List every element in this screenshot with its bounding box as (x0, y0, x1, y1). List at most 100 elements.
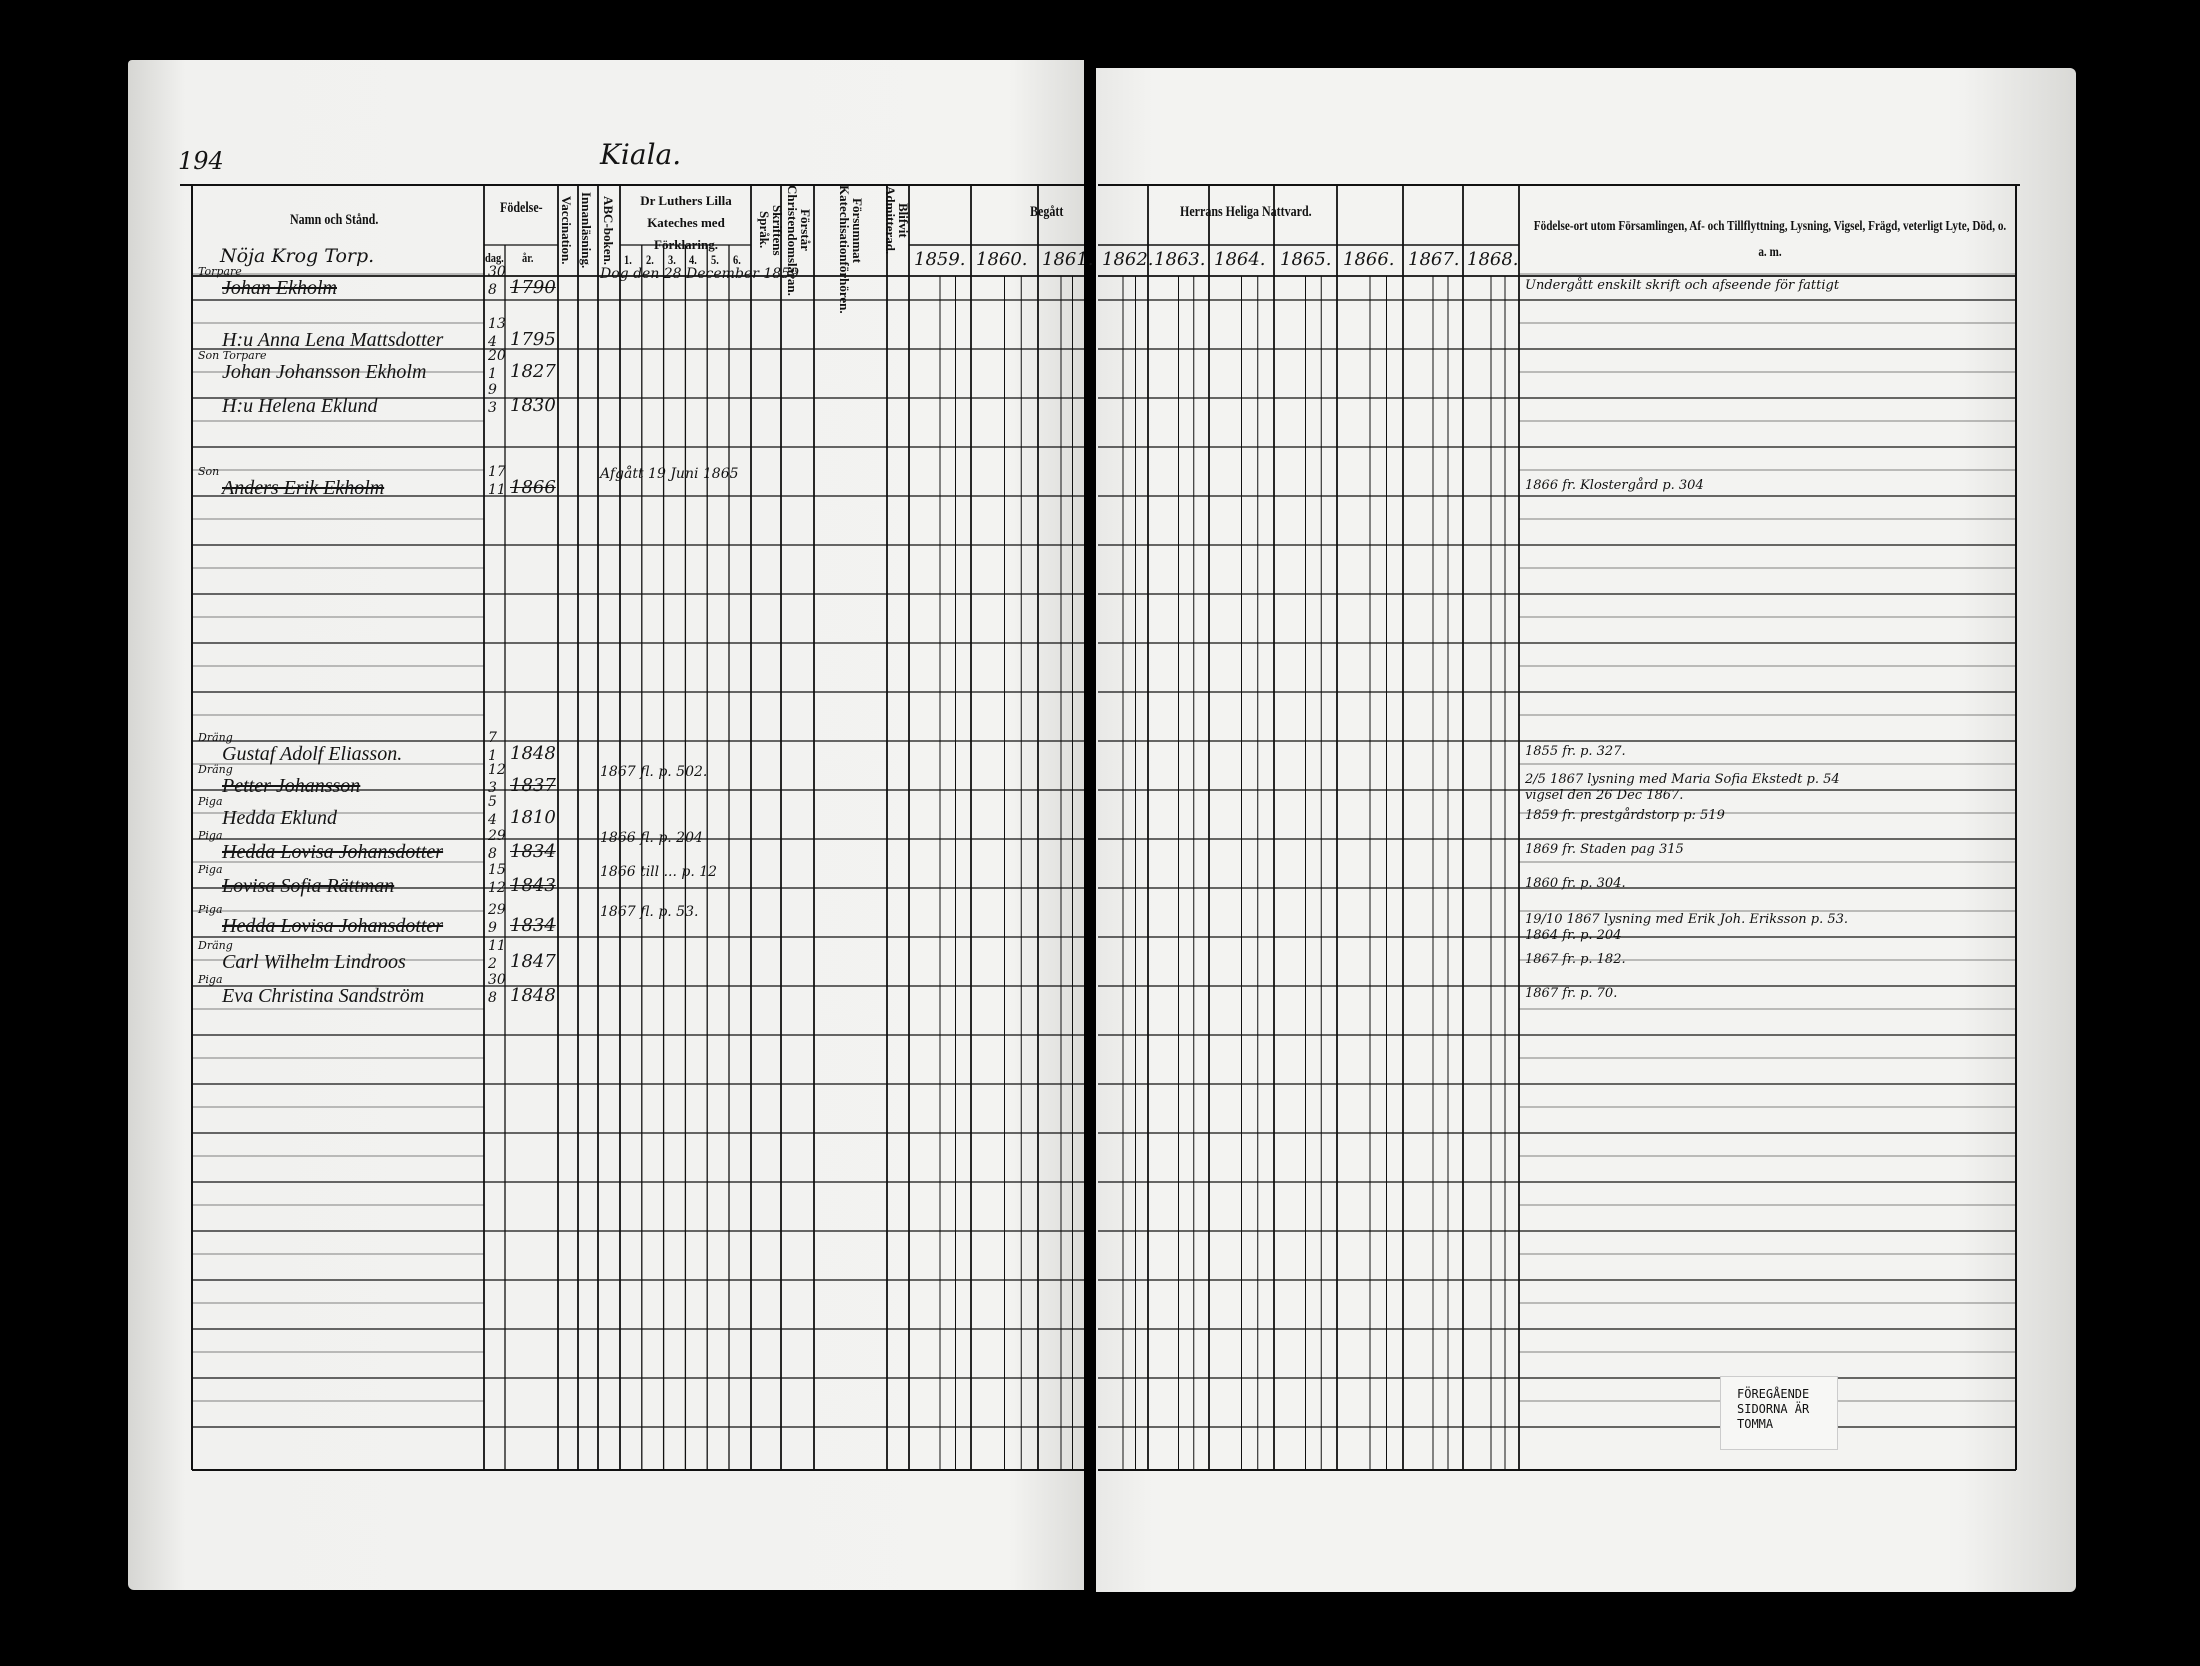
entry-name: Johan Ekholm (222, 277, 337, 299)
birth-month: 4 (488, 812, 497, 828)
header-innanlasning: Innanläsning. (579, 191, 594, 269)
birth-year: 1843 (510, 875, 556, 896)
birth-year: 1866 (510, 477, 556, 498)
remark-text: vigsel den 26 Dec 1867. (1525, 788, 1684, 803)
header-forsummat: Försummat Katechisationförhören. (837, 185, 865, 314)
entry-name: Carl Wilhelm Lindroos (222, 951, 406, 973)
entry-title: Son (198, 465, 220, 478)
birth-day: 17 (488, 464, 506, 480)
catechism-note: 1867 fl. p. 502. (600, 764, 708, 780)
birth-day: 7 (488, 730, 497, 746)
catechism-part-3: 3. (667, 252, 676, 267)
remark-text: 1866 fr. Klostergård p. 304 (1525, 478, 1704, 493)
birth-year: 1795 (510, 329, 556, 350)
entry-title: Piga (198, 829, 223, 842)
entry-name: Lovisa Sofia Rättman (222, 875, 395, 897)
birth-year: 1848 (510, 743, 556, 764)
entry-name: Hedda Lovisa Johansdotter (222, 841, 444, 863)
entry-title: Son Torpare (198, 349, 267, 362)
birth-month: 3 (488, 780, 497, 796)
birth-month: 8 (488, 282, 497, 298)
entry-name: H:u Anna Lena Mattsdotter (222, 329, 444, 351)
remark-text: 1855 fr. p. 327. (1525, 744, 1626, 759)
remark-text: 19/10 1867 lysning med Erik Joh. Eriksso… (1525, 912, 1849, 927)
birth-year: 1848 (510, 985, 556, 1006)
year-header: 1861. (1042, 249, 1094, 270)
header-vaccination: Vaccination. (559, 195, 574, 265)
birth-year: 1830 (510, 395, 556, 416)
header-skrift: Skriftens Språk. (757, 204, 785, 256)
birth-month: 2 (488, 956, 497, 972)
entry-title: Piga (198, 795, 223, 808)
catechism-part-4: 4. (689, 252, 698, 267)
birth-day: 11 (488, 938, 506, 954)
header-nattvard: Herrans Heliga Nattvard. (1180, 204, 1312, 220)
birth-month: 9 (488, 920, 497, 936)
entry-title: Dräng (198, 939, 233, 952)
header-catechism: Dr Luthers Lilla Kateches med Förklaring… (640, 193, 732, 252)
birth-day: 12 (488, 762, 506, 778)
birth-month: 1 (488, 366, 497, 382)
birth-day: 30 (488, 972, 506, 988)
year-header: 1860. (976, 249, 1028, 270)
birth-day: 29 (488, 828, 506, 844)
catechism-note: Dog den 28 December 1859 (600, 266, 799, 282)
remark-text: 1859 fr. prestgårdstorp p: 519 (1525, 808, 1725, 823)
entry-title: Piga (198, 903, 223, 916)
birth-year: 1847 (510, 951, 556, 972)
entry-title: Dräng (198, 731, 233, 744)
birth-year: 1790 (510, 277, 556, 298)
year-header: 1863. (1154, 249, 1206, 270)
header-forstar: Förstår Christendomsläran. (785, 185, 813, 296)
birth-month: 1 (488, 748, 497, 764)
remark-text: 1860 fr. p. 304. (1525, 876, 1626, 891)
birth-month: 8 (488, 990, 497, 1006)
birth-year: 1834 (510, 915, 556, 936)
birth-year: 1834 (510, 841, 556, 862)
entry-name: Petter Johansson (222, 775, 361, 797)
year-header: 1868. (1467, 249, 1519, 270)
book-gutter (1084, 40, 1096, 1600)
entry-name: Johan Johansson Ekholm (222, 361, 427, 383)
birth-day: 9 (488, 382, 497, 398)
catechism-note: 1867 fl. p. 53. (600, 904, 699, 920)
entry-name: Gustaf Adolf Eliasson. (222, 743, 403, 765)
remark-text: 1867 fr. p. 70. (1525, 986, 1618, 1001)
birth-month: 3 (488, 400, 497, 416)
catechism-part-1: 1. (624, 252, 632, 267)
catechism-part-2: 2. (645, 252, 654, 267)
remark-text: 1864 fr. p. 204 (1525, 928, 1622, 943)
catechism-note: 1866 fl. p. 204 (600, 830, 703, 846)
birth-day: 29 (488, 902, 506, 918)
entry-name: Hedda Eklund (222, 807, 337, 829)
entry-title: Piga (198, 973, 223, 986)
header-remarks: Födelse-ort utom Församlingen, Af- och T… (1533, 219, 2007, 260)
birth-day: 20 (488, 348, 506, 364)
entry-name: Eva Christina Sandström (222, 985, 425, 1007)
year-header: 1859. (914, 249, 966, 270)
entry-title: Piga (198, 863, 223, 876)
header-birth: Födelse- (500, 200, 543, 216)
remark-text: Undergått enskilt skrift och afseende fö… (1525, 278, 1840, 293)
catechism-part-6: 6. (733, 252, 741, 267)
place-title: Kiala. (600, 138, 682, 171)
entry-name: Anders Erik Ekholm (222, 477, 385, 499)
remark-text: 1869 fr. Staden pag 315 (1525, 842, 1684, 857)
catechism-part-5: 5. (711, 252, 719, 267)
birth-day: 30 (488, 264, 506, 280)
header-admitterad: Blifvit Admitterad. (883, 185, 911, 255)
header-begatt: Begått (1030, 204, 1064, 220)
birth-year: 1837 (510, 775, 556, 796)
header-name: Namn och Stånd. (290, 212, 379, 228)
birth-year: 1810 (510, 807, 556, 828)
birth-month: 4 (488, 334, 497, 350)
page-number: 194 (178, 147, 224, 175)
birth-month: 12 (488, 880, 506, 896)
stamp-line: SIDORNA ÄR (1737, 1402, 1810, 1416)
entry-name: Hedda Lovisa Johansdotter (222, 915, 444, 937)
year-header: 1862. (1102, 249, 1154, 270)
year-header: 1865. (1280, 249, 1332, 270)
entry-title: Torpare (198, 265, 242, 278)
birth-year: 1827 (510, 361, 556, 382)
